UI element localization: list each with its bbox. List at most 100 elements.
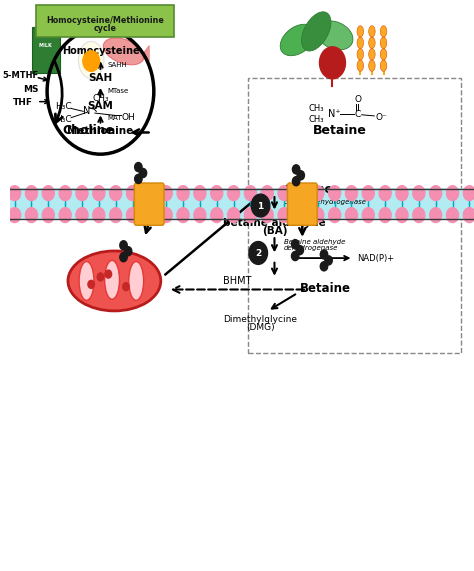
Circle shape — [160, 208, 172, 223]
Circle shape — [319, 47, 346, 79]
Bar — [10, 188, 474, 220]
Circle shape — [42, 208, 55, 223]
Ellipse shape — [357, 37, 364, 49]
Circle shape — [320, 250, 328, 259]
Ellipse shape — [369, 60, 375, 71]
Circle shape — [211, 186, 223, 200]
Ellipse shape — [380, 37, 387, 49]
Circle shape — [396, 208, 408, 223]
Circle shape — [292, 176, 300, 186]
Circle shape — [88, 280, 94, 288]
Text: 5-MTHF: 5-MTHF — [2, 71, 38, 81]
FancyBboxPatch shape — [32, 27, 60, 73]
Text: Choline: Choline — [284, 183, 333, 196]
Text: cycle: cycle — [93, 24, 117, 33]
Text: (DMG): (DMG) — [246, 323, 275, 332]
Circle shape — [143, 208, 155, 223]
Text: MAT: MAT — [108, 115, 122, 121]
Circle shape — [26, 208, 37, 223]
Text: Betaine: Betaine — [300, 282, 351, 295]
Circle shape — [228, 208, 239, 223]
Circle shape — [93, 186, 105, 200]
Circle shape — [245, 208, 256, 223]
Ellipse shape — [68, 251, 161, 311]
Circle shape — [328, 186, 341, 200]
Circle shape — [379, 186, 391, 200]
Text: C: C — [355, 110, 361, 119]
Circle shape — [109, 186, 122, 200]
Circle shape — [127, 186, 138, 200]
Circle shape — [328, 208, 341, 223]
Circle shape — [42, 186, 55, 200]
Text: CH₃: CH₃ — [309, 104, 324, 113]
Text: 2: 2 — [255, 249, 261, 258]
Circle shape — [429, 186, 442, 200]
Circle shape — [194, 208, 206, 223]
Ellipse shape — [357, 26, 364, 37]
Circle shape — [135, 174, 142, 183]
Circle shape — [278, 208, 290, 223]
Ellipse shape — [317, 21, 353, 50]
Circle shape — [9, 208, 21, 223]
Circle shape — [292, 251, 299, 260]
Circle shape — [120, 241, 127, 250]
Text: CH₃: CH₃ — [309, 115, 324, 124]
Text: OH: OH — [121, 112, 135, 122]
Circle shape — [396, 186, 408, 200]
Ellipse shape — [380, 26, 387, 37]
Circle shape — [120, 252, 127, 262]
Circle shape — [124, 247, 132, 256]
Text: Dimethylglycine: Dimethylglycine — [224, 315, 298, 324]
Circle shape — [76, 186, 88, 200]
Circle shape — [447, 208, 458, 223]
Text: O⁻: O⁻ — [375, 112, 387, 122]
Text: N⁺: N⁺ — [82, 106, 95, 116]
Text: Betaine: Betaine — [312, 124, 366, 136]
Circle shape — [194, 186, 206, 200]
Ellipse shape — [280, 24, 315, 56]
Circle shape — [143, 186, 155, 200]
Text: NAD(P)+: NAD(P)+ — [357, 254, 394, 263]
Text: betaine aldehyde: betaine aldehyde — [223, 218, 326, 228]
Text: MS: MS — [23, 85, 38, 94]
Text: Homocysteine: Homocysteine — [62, 46, 139, 57]
Circle shape — [278, 186, 290, 200]
Circle shape — [362, 208, 374, 223]
Circle shape — [97, 273, 104, 281]
Circle shape — [295, 186, 307, 200]
Polygon shape — [142, 46, 149, 62]
Ellipse shape — [79, 262, 94, 300]
Circle shape — [123, 283, 129, 291]
Ellipse shape — [103, 38, 144, 65]
Ellipse shape — [357, 60, 364, 71]
Circle shape — [139, 168, 146, 178]
Text: SAH: SAH — [88, 73, 113, 83]
Text: MTase: MTase — [108, 89, 128, 94]
Text: 1: 1 — [257, 202, 264, 211]
Ellipse shape — [369, 49, 375, 60]
Circle shape — [362, 186, 374, 200]
Circle shape — [109, 208, 122, 223]
Circle shape — [447, 186, 458, 200]
Ellipse shape — [369, 37, 375, 49]
Ellipse shape — [380, 60, 387, 71]
Text: dehydrogenase: dehydrogenase — [284, 245, 338, 251]
Circle shape — [463, 186, 474, 200]
Text: O: O — [355, 95, 362, 104]
Text: SAM: SAM — [88, 100, 113, 111]
Circle shape — [249, 242, 267, 264]
Text: BHMT: BHMT — [223, 275, 252, 286]
Circle shape — [228, 186, 239, 200]
Text: choline dehydrogenase: choline dehydrogenase — [284, 199, 366, 205]
Circle shape — [295, 208, 307, 223]
Circle shape — [346, 208, 357, 223]
Circle shape — [83, 51, 100, 71]
FancyBboxPatch shape — [36, 5, 174, 37]
Circle shape — [261, 186, 273, 200]
Circle shape — [135, 163, 142, 172]
Circle shape — [292, 240, 299, 249]
Polygon shape — [33, 20, 59, 29]
Text: MILK: MILK — [39, 43, 53, 48]
Circle shape — [251, 194, 270, 217]
Text: THF: THF — [13, 98, 33, 107]
